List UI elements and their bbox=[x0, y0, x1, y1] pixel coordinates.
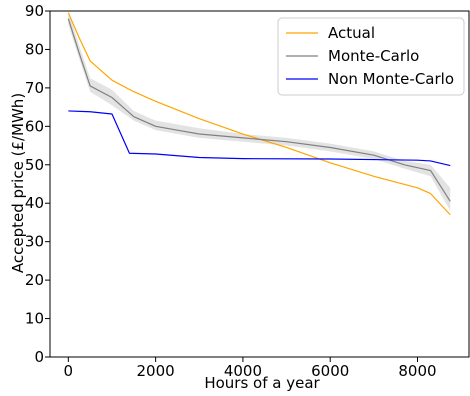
legend-label-2: Non Monte-Carlo bbox=[328, 70, 454, 88]
plot-frame bbox=[49, 10, 470, 358]
y-tick-label-9: 90 bbox=[25, 2, 44, 20]
y-tick-label-0: 0 bbox=[34, 348, 44, 366]
y-tick-label-5: 50 bbox=[25, 156, 44, 174]
y-tick-label-4: 40 bbox=[25, 194, 44, 212]
y-axis-label: Accepted price (£/MWh) bbox=[9, 93, 27, 273]
legend: Actual Monte-Carlo Non Monte-Carlo bbox=[277, 17, 465, 96]
series-layer bbox=[67, 12, 451, 216]
y-tick-label-8: 80 bbox=[25, 40, 44, 58]
x-tick-label-4: 8000 bbox=[398, 362, 436, 380]
series-line-0 bbox=[67, 12, 451, 216]
x-axis-label: Hours of a year bbox=[204, 374, 320, 392]
legend-box bbox=[277, 17, 465, 96]
y-tick-label-1: 10 bbox=[25, 310, 44, 328]
series-line-1 bbox=[67, 18, 451, 202]
axes-layer bbox=[49, 10, 470, 358]
x-tick-label-1: 2000 bbox=[137, 362, 175, 380]
ticks-layer: 0 2000 4000 6000 8000 0 10 20 30 40 50 60 70 80 90 bbox=[25, 2, 437, 380]
y-tick-label-3: 30 bbox=[25, 233, 44, 251]
y-tick-label-7: 70 bbox=[25, 79, 44, 97]
x-tick-label-0: 0 bbox=[64, 362, 74, 380]
series-line-2 bbox=[68, 110, 451, 167]
x-tick-label-3: 6000 bbox=[311, 362, 349, 380]
y-tick-label-2: 20 bbox=[25, 271, 44, 289]
legend-label-1: Monte-Carlo bbox=[328, 47, 419, 65]
x-tick-label-2: 4000 bbox=[224, 362, 262, 380]
y-tick-label-6: 60 bbox=[25, 117, 44, 135]
legend-label-0: Actual bbox=[328, 24, 375, 42]
